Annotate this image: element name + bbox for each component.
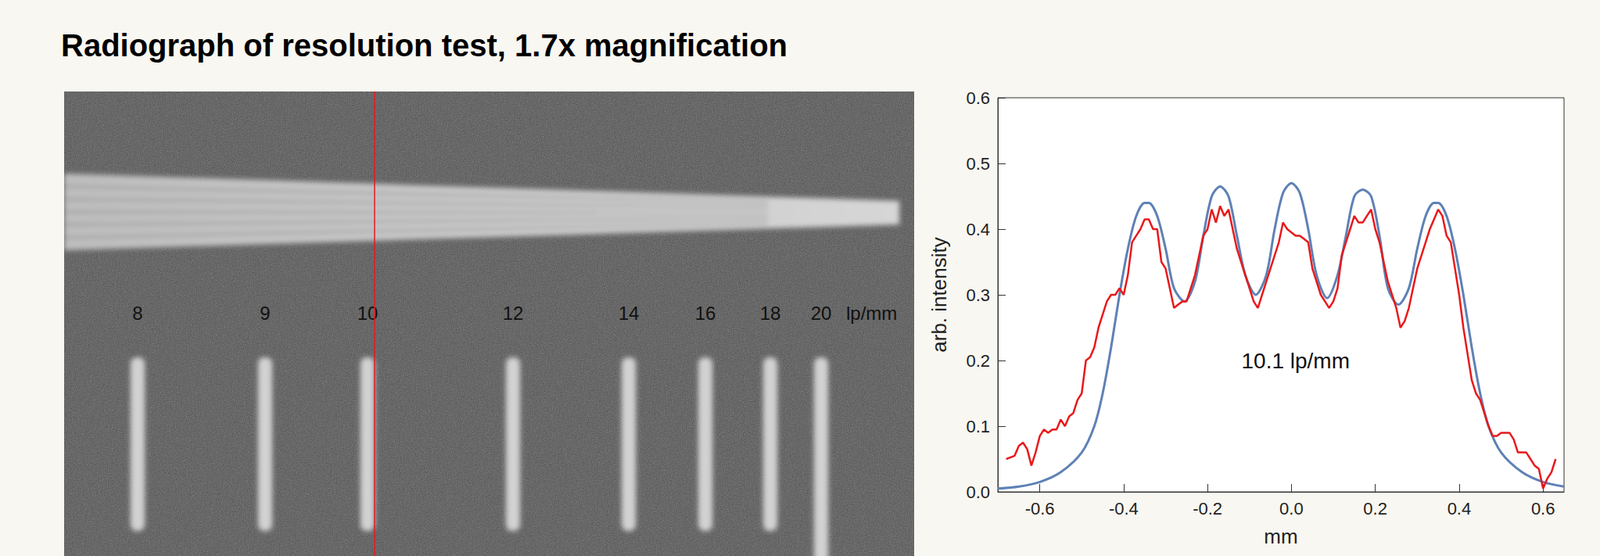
svg-text:12: 12 — [502, 302, 524, 324]
svg-text:0.3: 0.3 — [965, 285, 991, 305]
svg-text:10: 10 — [357, 302, 379, 324]
svg-text:-0.2: -0.2 — [1192, 498, 1223, 519]
svg-text:-0.6: -0.6 — [1025, 498, 1055, 519]
svg-text:0.5: 0.5 — [965, 154, 991, 174]
svg-text:0.1: 0.1 — [965, 416, 991, 437]
svg-text:0.2: 0.2 — [965, 351, 991, 371]
svg-text:20: 20 — [810, 302, 833, 324]
svg-text:0.6: 0.6 — [1531, 498, 1556, 519]
svg-text:0.0: 0.0 — [1279, 498, 1304, 519]
svg-text:0.6: 0.6 — [965, 88, 991, 108]
svg-text:9: 9 — [259, 302, 270, 324]
svg-text:-0.4: -0.4 — [1108, 498, 1139, 519]
svg-text:10.1 lp/mm: 10.1 lp/mm — [1241, 348, 1351, 374]
svg-text:18: 18 — [760, 302, 782, 324]
svg-text:14: 14 — [618, 302, 640, 324]
svg-text:8: 8 — [132, 302, 143, 324]
svg-text:0.2: 0.2 — [1363, 498, 1388, 519]
svg-text:0.4: 0.4 — [1447, 498, 1472, 519]
svg-text:mm: mm — [1263, 524, 1298, 549]
svg-text:0.4: 0.4 — [965, 219, 991, 240]
svg-text:lp/mm: lp/mm — [846, 302, 897, 324]
svg-text:0.0: 0.0 — [965, 482, 991, 503]
svg-text:arb. intensity: arb. intensity — [927, 236, 951, 352]
html-text:Radiograph of resolution test,: Radiograph of resolution test, 1.7x magn… — [60, 28, 788, 63]
svg-text:16: 16 — [695, 302, 717, 324]
